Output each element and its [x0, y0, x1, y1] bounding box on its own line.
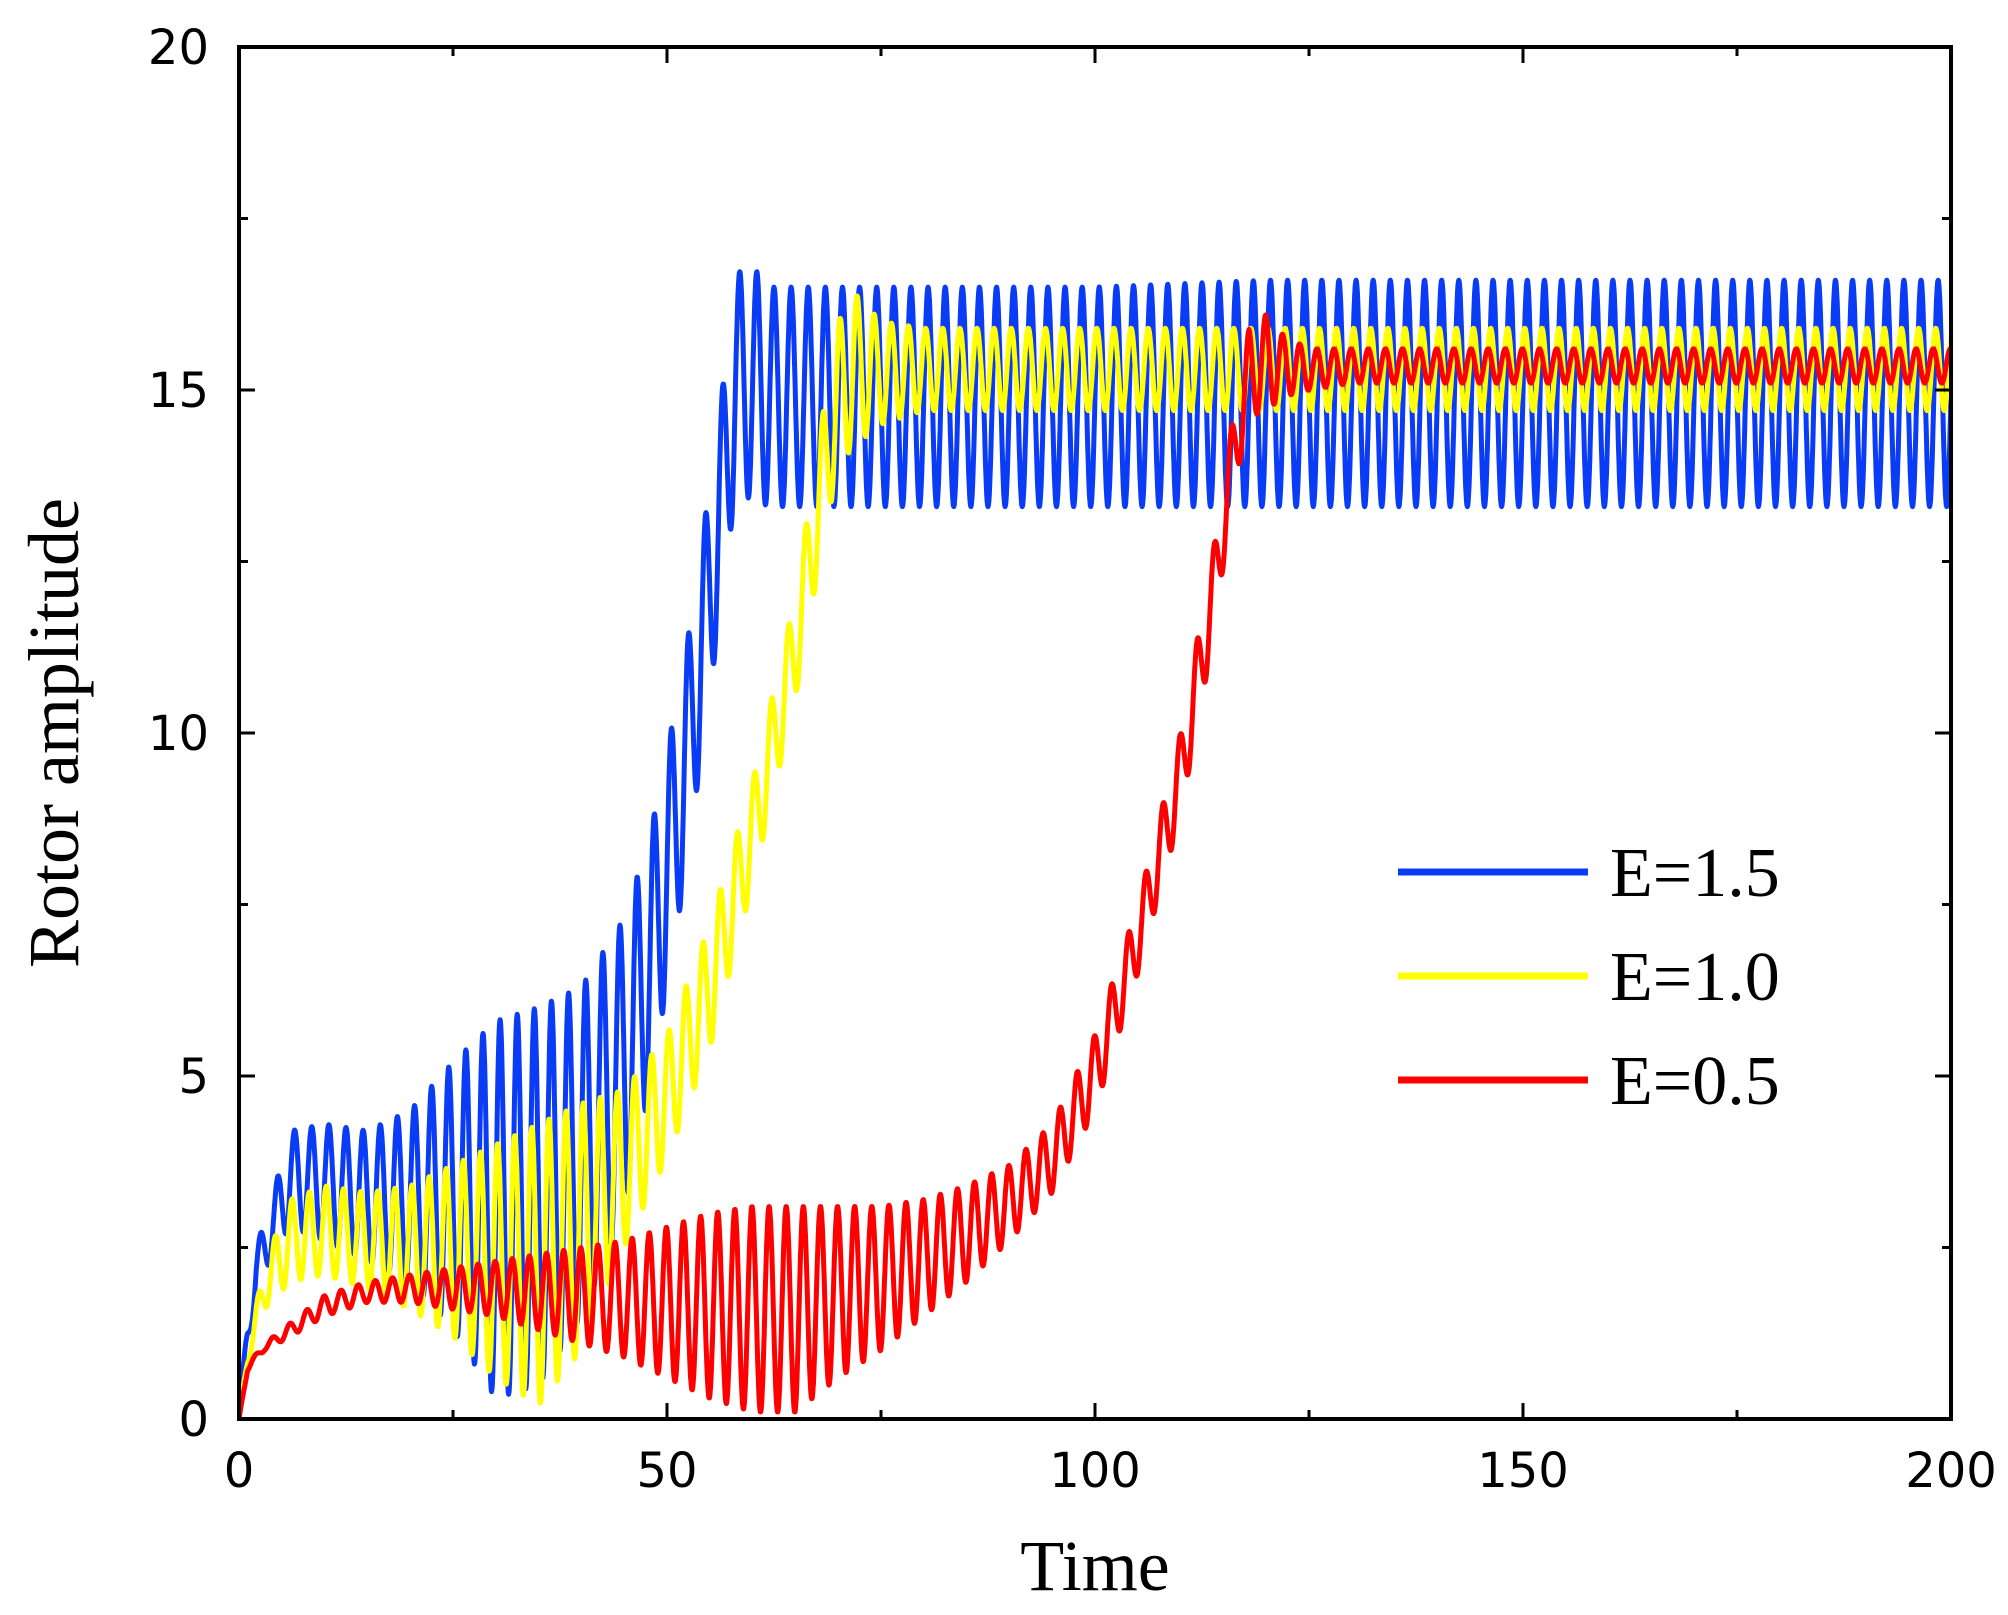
ticks-layer: 0 50 100 150 200 0 5 10 15 20: [148, 20, 1997, 1499]
y-axis-title: Rotor amplitude: [14, 498, 94, 968]
legend-label-e-1-0: E=1.0: [1610, 939, 1780, 1016]
y-tick-label: 0: [178, 1392, 209, 1448]
legend-label-e-0-5: E=0.5: [1610, 1043, 1780, 1120]
series-layer: [239, 269, 1951, 1419]
legend-label-e-1-5: E=1.5: [1610, 835, 1780, 912]
x-tick-label: 50: [636, 1443, 697, 1499]
x-tick-label: 0: [224, 1443, 255, 1499]
y-tick-label: 15: [148, 363, 209, 419]
x-tick-label: 150: [1477, 1443, 1569, 1499]
y-tick-label: 5: [178, 1049, 209, 1105]
series-line-e-0-5: [239, 312, 1951, 1419]
legend: E=1.5 E=1.0 E=0.5: [1398, 835, 1780, 1120]
x-tick-label: 200: [1905, 1443, 1997, 1499]
y-tick-label: 20: [148, 20, 209, 76]
x-tick-label: 100: [1049, 1443, 1141, 1499]
y-tick-label: 10: [148, 706, 209, 762]
x-axis-title: Time: [1020, 1526, 1169, 1606]
